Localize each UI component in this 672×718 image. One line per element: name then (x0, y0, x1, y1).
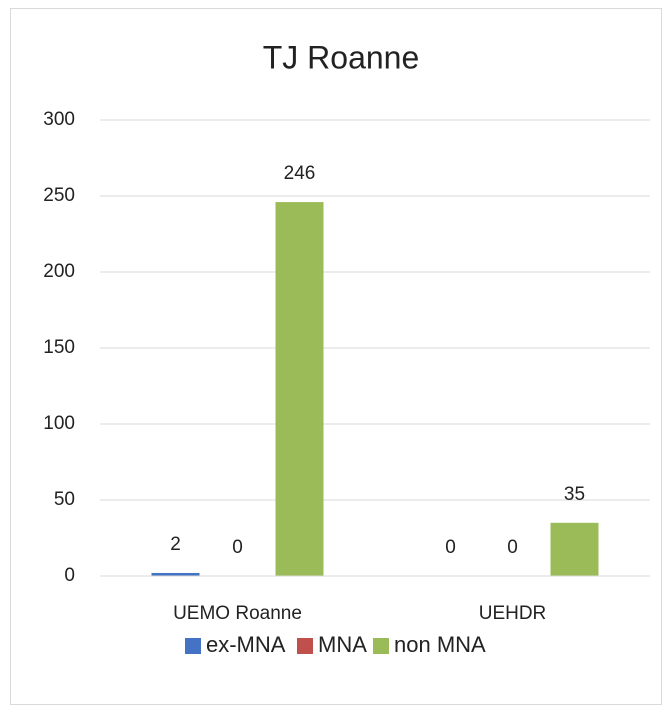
y-tick-label: 300 (43, 109, 75, 130)
legend-label: MNA (318, 632, 367, 657)
bar (550, 522, 599, 576)
legend-swatch (373, 638, 389, 654)
legend-swatch (185, 638, 201, 654)
x-tick-label: UEHDR (479, 603, 547, 624)
bar (275, 202, 324, 576)
data-label: 0 (232, 537, 243, 558)
data-label: 0 (445, 537, 456, 558)
y-tick-label: 100 (43, 413, 75, 434)
data-label: 2 (170, 534, 181, 555)
y-tick-label: 0 (64, 565, 75, 586)
legend-swatch (297, 638, 313, 654)
bar (151, 572, 200, 576)
data-label: 0 (507, 537, 518, 558)
y-tick-label: 50 (54, 489, 75, 510)
legend-label: ex-MNA (206, 632, 286, 657)
legend-label: non MNA (394, 632, 486, 657)
chart-title: TJ Roanne (263, 39, 420, 75)
y-tick-label: 200 (43, 261, 75, 282)
x-tick-label: UEMO Roanne (173, 603, 302, 624)
data-label: 35 (564, 484, 585, 505)
y-tick-label: 250 (43, 185, 75, 206)
chart-border (10, 8, 662, 705)
data-label: 246 (284, 163, 316, 184)
y-tick-label: 150 (43, 337, 75, 358)
